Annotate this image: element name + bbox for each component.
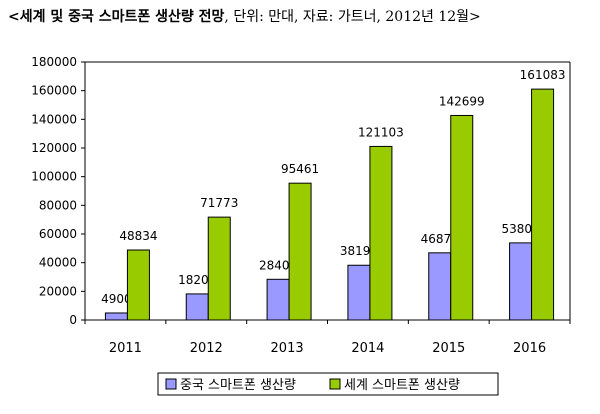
chart-title-main: <세계 및 중국 스마트폰 생산량 전망	[8, 9, 225, 25]
x-tick-label: 2014	[351, 341, 384, 356]
bar-world	[531, 88, 555, 321]
legend-swatch-china	[165, 378, 177, 390]
y-tick-label: 0	[69, 313, 77, 327]
bar-china	[509, 242, 533, 321]
bar-china	[185, 293, 209, 321]
bar-world	[369, 145, 393, 321]
data-label-world: 121103	[358, 125, 404, 139]
x-tick-label: 2016	[513, 341, 546, 356]
y-tick-label: 160000	[31, 84, 77, 98]
y-tick-label: 60000	[39, 227, 77, 241]
plot-area: 0 20000 40000 60000 80000 100000 120000 140000 1…	[31, 55, 571, 396]
data-label-china: 53800	[501, 222, 539, 236]
chart-title: <세계 및 중국 스마트폰 생산량 전망, 단위: 만대, 자료: 가트너, 2…	[8, 6, 481, 26]
data-label-world: 161083	[520, 68, 566, 82]
bar-world	[288, 182, 312, 321]
data-label-world: 95461	[281, 162, 319, 176]
data-label-world: 71773	[200, 196, 238, 210]
bar-world	[450, 114, 474, 321]
y-tick-label: 20000	[39, 284, 77, 298]
legend-box	[157, 372, 499, 396]
x-tick-label: 2011	[109, 341, 142, 356]
legend-swatch-world	[329, 378, 341, 390]
data-label-china: 46870	[421, 232, 459, 246]
y-tick-label: 80000	[39, 198, 77, 212]
data-label-china: 38199	[340, 244, 378, 258]
chart-title-source: , 단위: 만대, 자료: 가트너, 2012년 12월>	[224, 9, 481, 25]
x-tick-label: 2015	[432, 341, 465, 356]
y-tick-label: 120000	[31, 141, 77, 155]
bar-china	[104, 312, 128, 321]
data-label-china: 4900	[101, 292, 132, 306]
y-tick-label: 40000	[39, 256, 77, 270]
bar-china	[266, 278, 290, 321]
legend-label-china: 중국 스마트폰 생산량	[180, 378, 296, 393]
data-label-china: 28400	[259, 258, 297, 272]
x-tick-label: 2013	[271, 341, 304, 356]
data-label-world: 48834	[119, 229, 157, 243]
data-label-china: 18200	[178, 273, 216, 287]
bar-world	[207, 216, 231, 321]
legend-label-world: 세계 스마트폰 생산량	[344, 378, 460, 393]
y-tick-label: 140000	[31, 112, 77, 126]
data-label-world: 142699	[439, 94, 485, 108]
y-tick-label: 100000	[31, 170, 77, 184]
bar-china	[347, 264, 371, 321]
y-tick-label: 180000	[31, 55, 77, 69]
bar-world	[126, 249, 150, 321]
bar-china	[428, 252, 452, 321]
x-tick-label: 2012	[190, 341, 223, 356]
